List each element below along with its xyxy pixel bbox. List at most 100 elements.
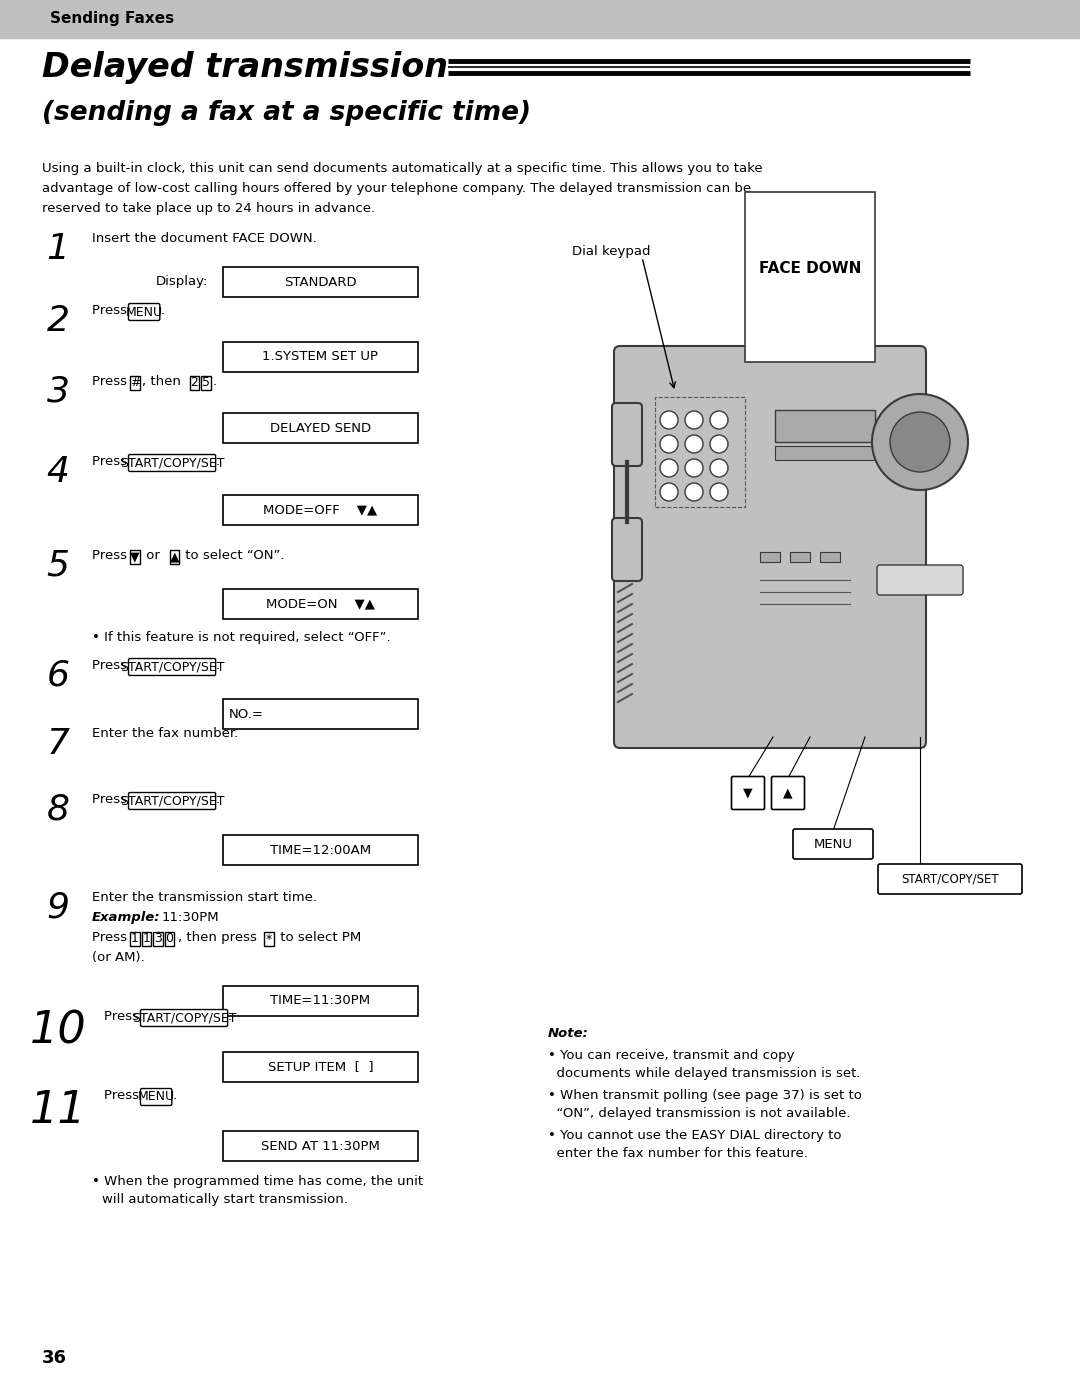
Text: 1.SYSTEM SET UP: 1.SYSTEM SET UP — [262, 351, 378, 363]
Bar — [222, 1052, 418, 1083]
Bar — [153, 932, 163, 946]
Text: Insert the document FACE DOWN.: Insert the document FACE DOWN. — [92, 232, 316, 244]
Text: #: # — [130, 377, 140, 390]
FancyBboxPatch shape — [878, 863, 1022, 894]
Circle shape — [685, 460, 703, 476]
Bar — [222, 342, 418, 372]
Text: Press: Press — [104, 1010, 144, 1023]
Text: “ON”, delayed transmission is not available.: “ON”, delayed transmission is not availa… — [548, 1106, 851, 1120]
Text: advantage of low-cost calling hours offered by your telephone company. The delay: advantage of low-cost calling hours offe… — [42, 182, 751, 196]
Bar — [222, 1132, 418, 1161]
Text: 7: 7 — [46, 726, 69, 761]
FancyBboxPatch shape — [140, 1088, 172, 1105]
Text: 2: 2 — [190, 377, 199, 390]
Circle shape — [685, 411, 703, 429]
Text: 1: 1 — [131, 933, 138, 946]
Text: 36: 36 — [42, 1350, 67, 1368]
Circle shape — [872, 394, 968, 490]
Text: .: . — [160, 305, 164, 317]
Circle shape — [710, 460, 728, 476]
FancyBboxPatch shape — [793, 828, 873, 859]
Text: , then: , then — [141, 374, 185, 388]
Text: DELAYED SEND: DELAYED SEND — [270, 422, 372, 434]
Text: Delayed transmission: Delayed transmission — [42, 50, 448, 84]
FancyBboxPatch shape — [771, 777, 805, 809]
Bar — [130, 376, 139, 390]
Text: START/COPY/SET: START/COPY/SET — [120, 457, 225, 469]
Text: .: . — [216, 659, 220, 672]
Text: • You cannot use the EASY DIAL directory to: • You cannot use the EASY DIAL directory… — [548, 1129, 841, 1141]
Text: START/COPY/SET: START/COPY/SET — [132, 1011, 237, 1024]
Circle shape — [660, 483, 678, 502]
Text: 8: 8 — [46, 793, 69, 827]
Text: ▲: ▲ — [170, 550, 179, 563]
Circle shape — [660, 434, 678, 453]
Text: .: . — [216, 455, 220, 468]
Text: START/COPY/SET: START/COPY/SET — [901, 873, 999, 886]
Text: Press: Press — [92, 374, 132, 388]
Text: START/COPY/SET: START/COPY/SET — [120, 661, 225, 673]
Text: 11:30PM: 11:30PM — [162, 911, 219, 923]
Bar — [0, 0, 1080, 38]
Bar — [745, 191, 875, 362]
FancyBboxPatch shape — [877, 564, 963, 595]
Text: 5: 5 — [202, 377, 210, 390]
Text: 0: 0 — [165, 933, 174, 946]
Text: • When transmit polling (see page 37) is set to: • When transmit polling (see page 37) is… — [548, 1090, 862, 1102]
Circle shape — [660, 411, 678, 429]
FancyBboxPatch shape — [612, 518, 642, 581]
Bar — [265, 932, 274, 946]
Text: Display:: Display: — [156, 275, 208, 289]
Text: MENU: MENU — [137, 1091, 175, 1104]
Bar — [130, 932, 139, 946]
Bar — [222, 698, 418, 729]
Bar — [775, 446, 875, 460]
Circle shape — [710, 411, 728, 429]
Text: 11: 11 — [29, 1090, 86, 1132]
Text: .: . — [228, 1010, 232, 1023]
Text: SETUP ITEM  [  ]: SETUP ITEM [ ] — [268, 1060, 374, 1073]
Bar — [141, 932, 151, 946]
Text: 2: 2 — [46, 305, 69, 338]
Text: ▼: ▼ — [130, 550, 139, 563]
Text: • If this feature is not required, select “OFF”.: • If this feature is not required, selec… — [92, 631, 391, 644]
Text: Press: Press — [92, 305, 132, 317]
Text: reserved to take place up to 24 hours in advance.: reserved to take place up to 24 hours in… — [42, 203, 375, 215]
Text: FACE DOWN: FACE DOWN — [759, 261, 861, 277]
Text: 6: 6 — [46, 659, 69, 693]
Text: Example:: Example: — [92, 911, 161, 923]
Text: Enter the fax number.: Enter the fax number. — [92, 726, 239, 740]
Text: ▼: ▼ — [743, 787, 753, 799]
Bar — [775, 409, 875, 441]
FancyBboxPatch shape — [615, 346, 926, 747]
Bar — [222, 495, 418, 525]
Text: 1: 1 — [46, 232, 69, 265]
Bar — [789, 552, 810, 562]
Bar — [222, 835, 418, 865]
Text: (sending a fax at a specific time): (sending a fax at a specific time) — [42, 101, 531, 126]
Bar — [222, 414, 418, 443]
Text: documents while delayed transmission is set.: documents while delayed transmission is … — [548, 1067, 861, 1080]
Bar — [170, 550, 179, 564]
Text: TIME=11:30PM: TIME=11:30PM — [270, 995, 370, 1007]
Text: .: . — [216, 793, 220, 806]
Text: Press: Press — [92, 793, 132, 806]
FancyBboxPatch shape — [129, 303, 160, 320]
Text: Sending Faxes: Sending Faxes — [50, 11, 174, 27]
Text: will automatically start transmission.: will automatically start transmission. — [102, 1193, 348, 1206]
Circle shape — [685, 483, 703, 502]
Circle shape — [660, 460, 678, 476]
Text: 1: 1 — [143, 933, 150, 946]
Text: to select PM: to select PM — [275, 930, 361, 944]
Text: 3: 3 — [46, 374, 69, 409]
Text: NO.=: NO.= — [229, 707, 264, 721]
Text: Press: Press — [92, 455, 132, 468]
Text: to select “ON”.: to select “ON”. — [181, 549, 285, 562]
Text: TIME=12:00AM: TIME=12:00AM — [270, 844, 372, 856]
Text: 4: 4 — [46, 455, 69, 489]
Text: Press: Press — [92, 930, 132, 944]
FancyBboxPatch shape — [731, 777, 765, 809]
Text: 5: 5 — [46, 549, 69, 583]
Text: • When the programmed time has come, the unit: • When the programmed time has come, the… — [92, 1175, 423, 1187]
Text: or: or — [141, 549, 164, 562]
